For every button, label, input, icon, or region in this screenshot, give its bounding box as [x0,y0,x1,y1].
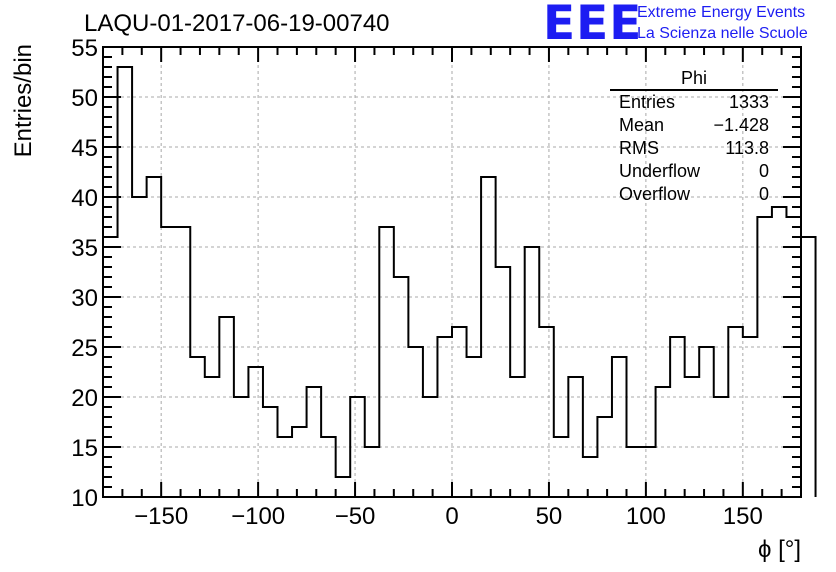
stats-label: Mean [619,115,665,135]
stats-row-rms: RMS 113.8 [619,138,769,161]
histogram-bin [452,327,467,497]
stats-value: 0 [758,161,769,181]
chart-title: LAQU-01-2017-06-19-00740 [84,10,390,37]
stats-row-underflow: Underflow 0 [619,161,769,184]
x-tick-labels: −150 −100 −50 0 50 100 150 [134,503,763,530]
histogram-bin [307,387,322,497]
histogram-bin [118,67,133,497]
stats-value: −1.428 [713,115,769,135]
y-tick-label: 25 [71,335,98,362]
histogram-bin [263,407,278,497]
histogram-bin [176,227,191,497]
x-tick-label: −150 [134,503,188,530]
histogram-bin [568,377,583,497]
histogram-bin [772,207,787,497]
histogram-bin [408,347,423,497]
stats-row-overflow: Overflow 0 [619,184,769,207]
histogram-bin [365,447,380,497]
histogram-bin [539,327,554,497]
histogram-bin [612,357,627,497]
histogram-bin [336,477,351,497]
y-tick-label: 30 [71,285,98,312]
histogram-outline [103,66,817,497]
histogram-bin [205,377,220,497]
y-tick-label: 40 [71,185,98,212]
histogram-bin [641,447,656,497]
stats-label: Underflow [619,161,701,181]
y-axis-label: Entries/bin [10,44,37,157]
y-tick-label: 55 [71,35,98,62]
y-tick-label: 35 [71,235,98,262]
histogram-bin [219,317,234,497]
x-tick-label: −50 [335,503,376,530]
histogram-bin [728,327,743,497]
stats-histogram-name: Phi [680,68,707,88]
y-tick-label: 15 [71,435,98,462]
histogram-bin [525,247,540,497]
histogram-bin [278,437,293,497]
stats-value: 0 [758,184,769,204]
histogram-bin [321,437,336,497]
y-tick-label: 50 [71,85,98,112]
histogram-bin [481,177,496,497]
x-tick-label: 0 [445,503,458,530]
histogram-bin [757,217,772,497]
stats-row-entries: Entries 1333 [619,92,769,115]
histogram-bin [437,337,452,497]
y-tick-label: 20 [71,385,98,412]
x-tick-label: 150 [723,503,763,530]
histogram-bin [467,357,482,497]
y-tick-label: 10 [71,485,98,512]
x-tick-label: 100 [626,503,666,530]
histogram-bin [161,227,176,497]
histogram-bin [394,277,409,497]
x-tick-label: 50 [536,503,563,530]
y-tick-labels: 10 15 20 25 30 35 40 45 50 55 [71,35,98,512]
histogram-bin [627,447,642,497]
histogram-bin [554,437,569,497]
y-tick-label: 45 [71,135,98,162]
histogram-bin [656,387,671,497]
eee-logo: EEE [543,0,643,51]
histogram-bin [248,367,263,497]
stats-value: 113.8 [725,138,769,158]
x-axis-label: ϕ [°] [758,536,801,563]
logo-line-1: Extreme Energy Events [637,4,806,21]
x-tick-label: −100 [231,503,285,530]
histogram-bin [292,427,307,497]
histogram-bin [743,337,758,497]
histogram-bin [496,267,511,497]
histogram-bin [597,417,612,497]
stats-row-mean: Mean −1.428 [619,115,769,138]
histogram-bin [670,337,685,497]
stats-divider [610,89,778,91]
histogram-bin [583,457,598,497]
stats-label: Entries [619,92,676,112]
histogram-bin [190,357,205,497]
plot-frame [102,46,802,498]
histogram-bin [379,227,394,497]
stats-label: RMS [619,138,659,158]
histogram-bin [801,237,816,497]
histogram-bin [510,377,525,497]
histogram-bin [699,347,714,497]
histogram-bin [147,177,162,497]
logo-line-2: La Scienza nelle Scuole [637,25,808,42]
stats-value: 1333 [728,92,769,112]
histogram-bin [685,377,700,497]
stats-label: Overflow [619,184,691,204]
